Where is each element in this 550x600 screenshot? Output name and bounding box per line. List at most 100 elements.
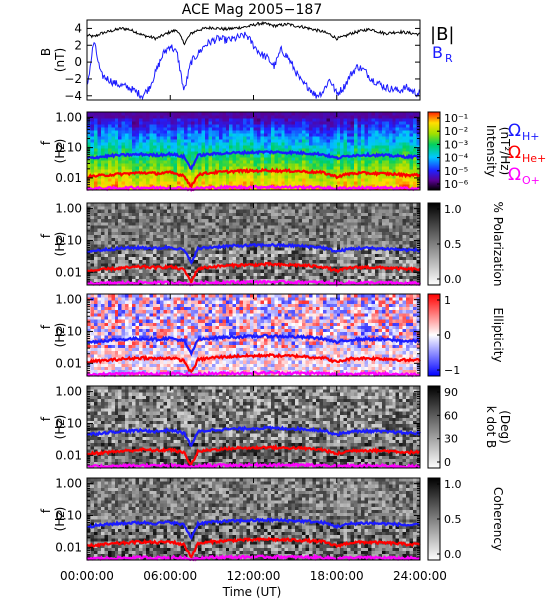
spectrogram-cell: [180, 160, 185, 164]
gyro-line-h: [86, 149, 421, 171]
spectrogram-cell: [114, 142, 119, 146]
spectrogram-cell: [305, 145, 310, 149]
spectrogram-cell: [243, 221, 247, 226]
spectrogram-cell: [132, 221, 136, 226]
spectrogram-cell: [364, 221, 369, 226]
spectrogram-cell: [336, 278, 341, 283]
spectrogram-cell: [263, 203, 268, 207]
spectrogram-cell: [229, 247, 234, 251]
spectrogram-cell: [385, 121, 390, 125]
spectrogram-cell: [128, 250, 133, 254]
spectrogram-cell: [416, 118, 421, 122]
spectrogram-cell: [180, 136, 185, 140]
spectrogram-cell: [354, 278, 358, 283]
spectrogram-cell: [93, 247, 98, 251]
spectrogram-cell: [246, 157, 251, 161]
spectrogram-cell: [350, 272, 355, 276]
spectrogram-cell: [274, 209, 279, 213]
spectrogram-cell: [232, 215, 237, 220]
spectrogram-cell: [236, 154, 241, 158]
spectrogram-cell: [114, 157, 119, 161]
spectrogram-cell: [218, 247, 223, 251]
spectrogram-cell: [364, 256, 369, 261]
spectrogram-cell: [291, 247, 296, 251]
spectrogram-cell: [378, 240, 383, 245]
spectrogram-cell: [173, 178, 178, 182]
spectrogram-cell: [229, 275, 234, 280]
spectrogram-cell: [191, 253, 195, 258]
spectrogram-cell: [128, 234, 133, 239]
spectrogram-cell: [111, 221, 116, 226]
spectrogram-cell: [347, 148, 352, 152]
spectrogram-cell: [267, 272, 272, 276]
spectrogram-cell: [184, 148, 188, 152]
spectrogram-cell: [291, 142, 296, 146]
spectrogram-cell: [149, 234, 154, 239]
spectrogram-cell: [374, 121, 379, 125]
spectrogram-cell: [295, 184, 299, 188]
spectrogram-cell: [284, 253, 289, 258]
spectrogram-cell: [288, 221, 293, 226]
spectrogram-cell: [229, 148, 234, 152]
spectrogram-cell: [260, 175, 265, 179]
spectrogram-cell: [236, 206, 241, 210]
spectrogram-cell: [243, 157, 247, 161]
spectrogram-cell: [270, 240, 275, 245]
spectrogram-cell: [395, 250, 400, 254]
spectrogram-cells: [87, 112, 421, 191]
spectrogram-cell: [170, 256, 175, 261]
spectrogram-cell: [187, 237, 192, 242]
spectrogram-cell: [232, 266, 237, 270]
spectrogram-cell: [149, 253, 154, 258]
spectrogram-cell: [333, 145, 338, 149]
spectrogram-cell: [250, 148, 254, 152]
spectrogram-cell: [267, 118, 272, 122]
spectrogram-cell: [184, 212, 188, 217]
spectrogram-cell: [184, 253, 188, 258]
spectrogram-cell: [121, 166, 126, 170]
spectrogram-cell: [402, 253, 407, 258]
spectrogram-cell: [385, 157, 390, 161]
spectrogram-cell: [149, 145, 154, 149]
spectrogram-cell: [184, 231, 188, 235]
spectrogram-cell: [350, 118, 355, 122]
spectrogram-cell: [236, 157, 241, 161]
spectrogram-cell: [409, 184, 414, 188]
spectrogram-cell: [204, 221, 209, 226]
spectrogram-cell: [90, 215, 95, 220]
spectrogram-cell: [135, 169, 140, 173]
y-tick-label: 0.10: [55, 141, 82, 155]
spectrogram-cell: [256, 228, 261, 232]
spectrogram-cell: [256, 124, 261, 128]
spectrogram-cell: [319, 221, 324, 226]
spectrogram-cell: [180, 209, 185, 213]
spectrogram-cell: [152, 203, 157, 207]
spectrogram-cell: [229, 127, 234, 131]
spectrogram-cell: [163, 178, 168, 182]
spectrogram-cell: [326, 160, 331, 164]
spectrogram-cell: [250, 121, 254, 125]
spectrogram-cell: [97, 203, 102, 207]
spectrogram-cell: [333, 221, 338, 226]
spectrogram-cell: [180, 178, 185, 182]
spectrogram-cell: [267, 124, 272, 128]
spectrogram-cell: [270, 145, 275, 149]
spectrogram-cell: [125, 121, 130, 125]
spectrogram-cell: [416, 160, 421, 164]
spectrogram-cell: [180, 169, 185, 173]
spectrogram-cell: [163, 136, 168, 140]
spectrogram-cell: [132, 212, 136, 217]
spectrogram-cell: [128, 272, 133, 276]
spectrogram-cell: [315, 154, 320, 158]
y-tick-label: 0: [74, 55, 82, 69]
spectrogram-cell: [198, 234, 202, 239]
spectrogram-cell: [93, 121, 98, 125]
spectrogram-cell: [201, 221, 206, 226]
spectrogram-cell: [350, 262, 355, 267]
spectrogram-cell: [288, 139, 293, 143]
spectrogram-cell: [208, 142, 213, 146]
spectrogram-cell: [277, 124, 282, 128]
spectrogram-cell: [156, 181, 161, 185]
spectrogram-cell: [177, 121, 182, 125]
spectrogram-cell: [139, 145, 143, 149]
